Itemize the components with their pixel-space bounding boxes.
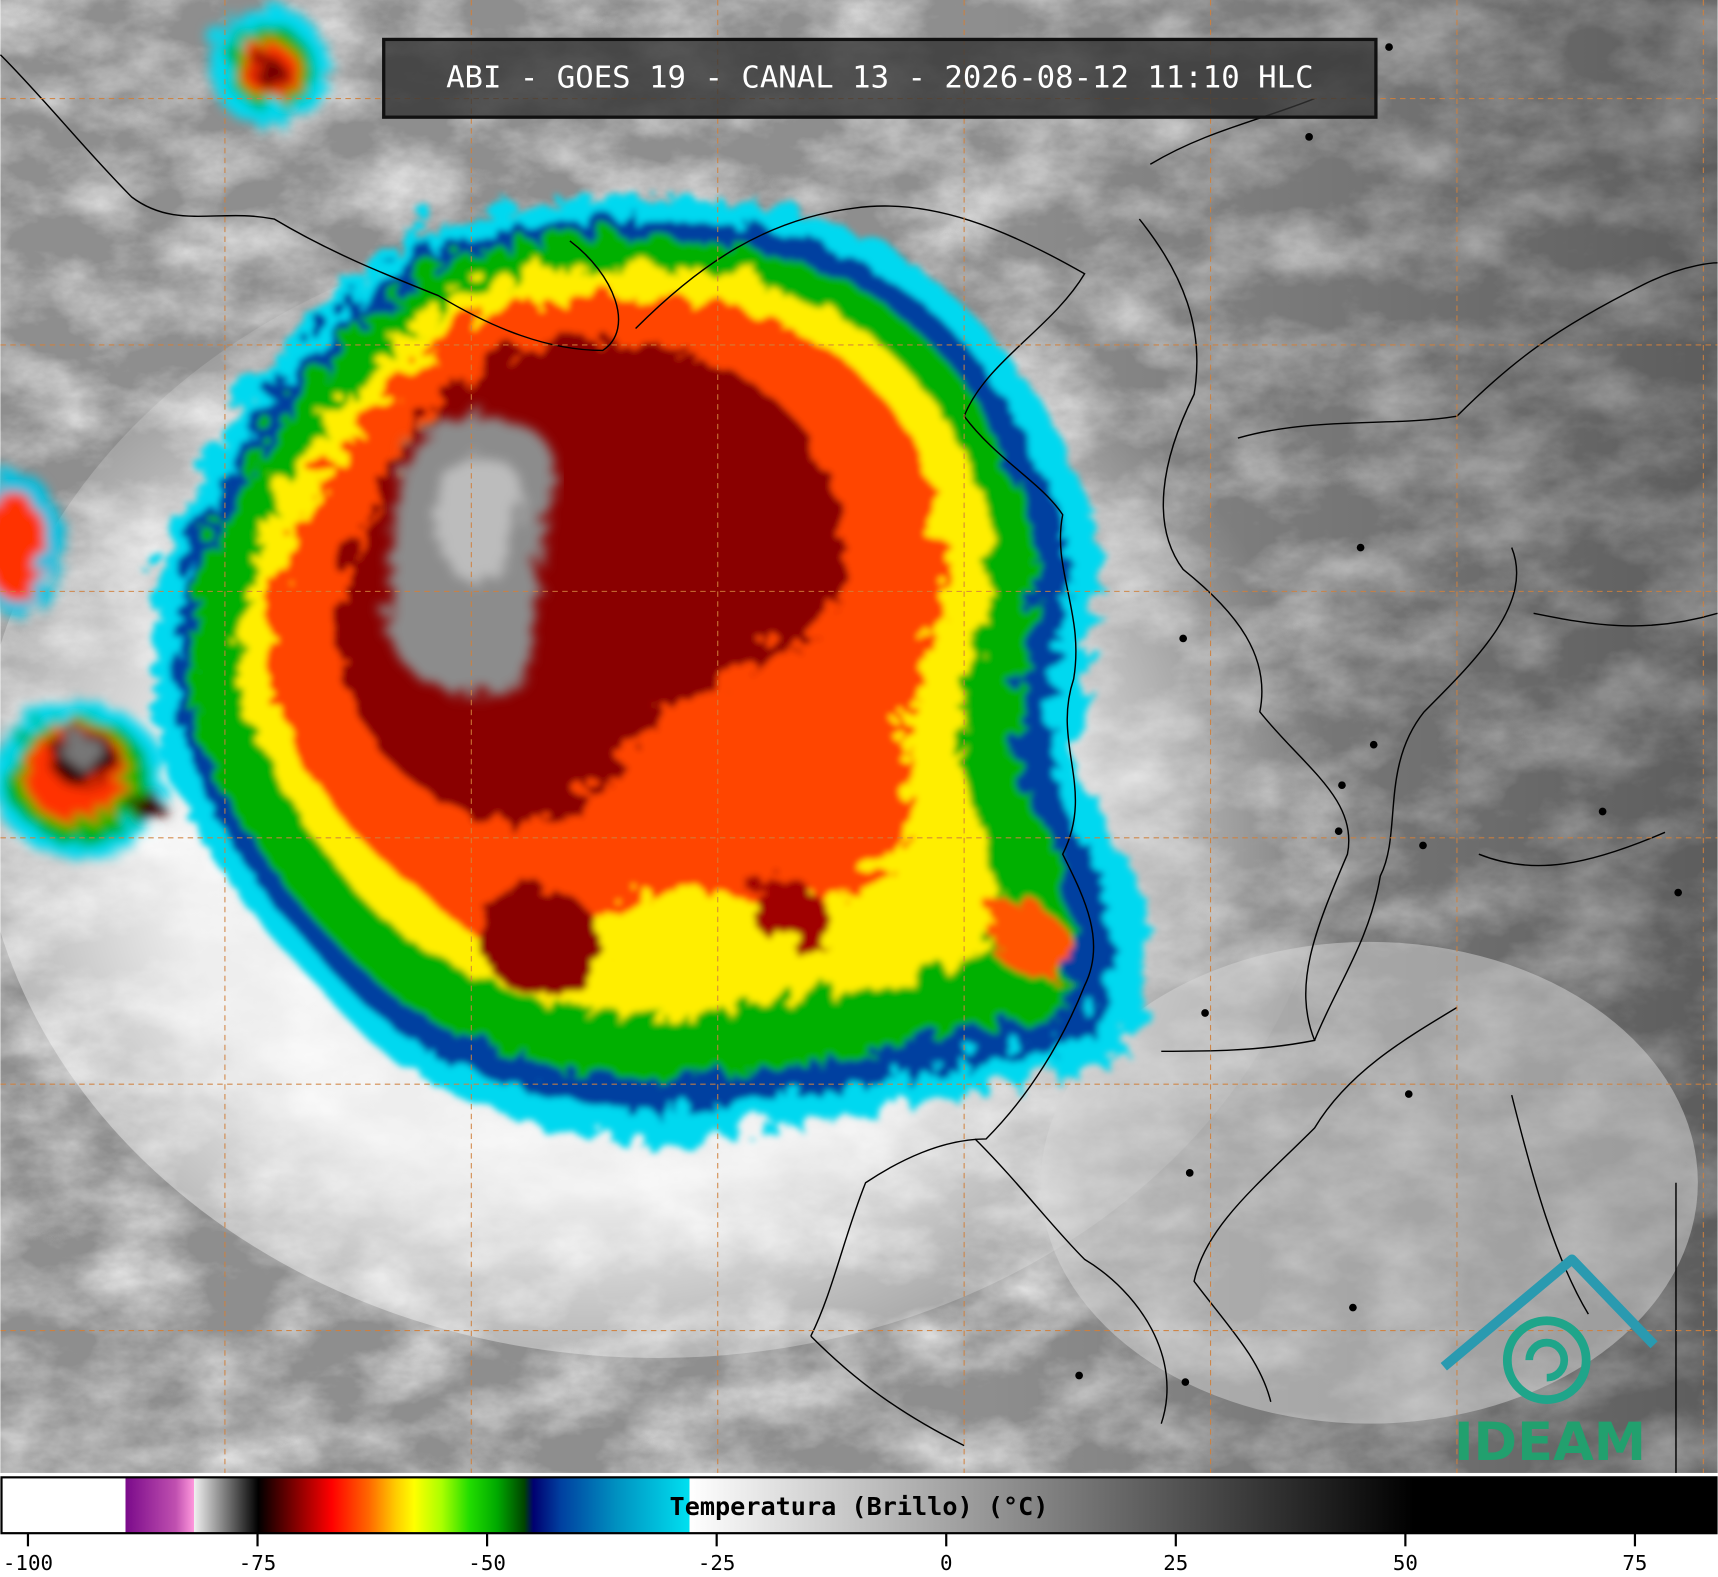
title-box: ABI - GOES 19 - CANAL 13 - 2026-08-12 11… <box>382 37 1378 119</box>
logo-text: IDEAM <box>1454 1412 1646 1473</box>
tick-label: 25 <box>1163 1551 1188 1575</box>
colorbar: Temperatura (Brillo) (°C) -100 -75 -50 -25 0… <box>0 1472 1718 1577</box>
map <box>0 0 1718 1473</box>
tick-label: -100 <box>3 1551 53 1575</box>
tick-label: 0 <box>940 1551 953 1575</box>
title: ABI - GOES 19 - CANAL 13 - 2026-08-12 11… <box>446 60 1313 95</box>
colorbar-label: Temperatura (Brillo) (°C) <box>670 1492 1049 1521</box>
tick-label: -75 <box>239 1551 277 1575</box>
tick-label: 50 <box>1393 1551 1418 1575</box>
tick-label: -50 <box>468 1551 506 1575</box>
tick-label: 75 <box>1622 1551 1647 1575</box>
tick-label: -25 <box>698 1551 736 1575</box>
logo: IDEAM <box>1440 1254 1658 1473</box>
colorbar-gradient <box>0 1476 1718 1535</box>
